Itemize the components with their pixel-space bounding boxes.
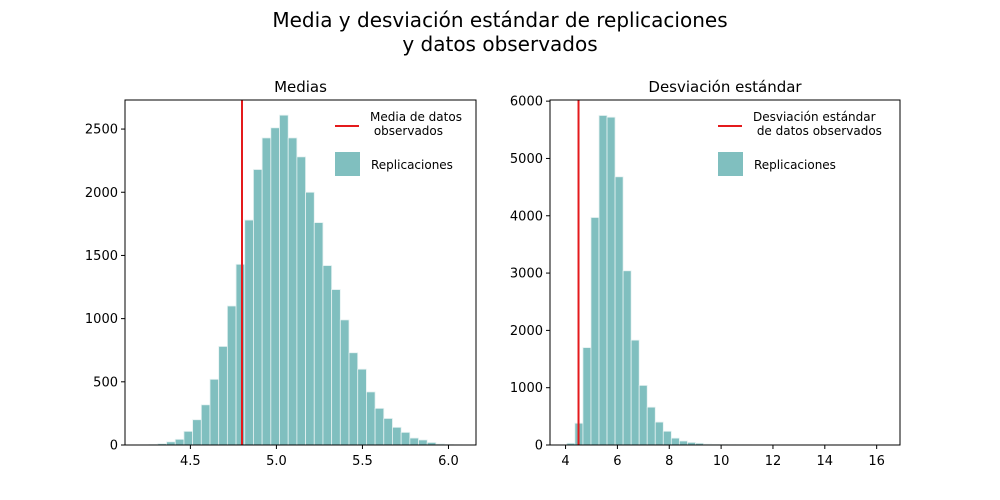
histogram-bar — [598, 115, 608, 446]
histogram-desviacion: 4 6 8 10 12 14 16 0 1000 2000 3000 4000 5000 6000 Desv… — [510, 78, 901, 469]
histogram-bar — [322, 265, 333, 446]
y-tick-label: 1500 — [85, 249, 118, 264]
axes-title: Medias — [274, 78, 327, 96]
histogram-bar — [392, 426, 402, 446]
legend-bar-label: Replicaciones — [754, 158, 836, 172]
histogram-bar — [357, 368, 367, 446]
x-tick-label: 6.0 — [438, 454, 459, 469]
y-tick-label: 1000 — [510, 381, 543, 396]
histogram-bar — [174, 438, 185, 446]
histogram-bar — [590, 217, 600, 446]
legend-bar-swatch — [335, 152, 360, 176]
histogram-bar — [296, 156, 306, 446]
y-tick-label: 4000 — [510, 209, 543, 224]
y-tick-label: 1000 — [85, 312, 118, 327]
histogram-bar — [409, 437, 419, 446]
x-tick-label: 5.5 — [352, 454, 373, 469]
histogram-bar — [331, 289, 341, 446]
y-tick-label: 5000 — [510, 152, 543, 167]
figure-title-line1: Media y desviación estándar de replicaci… — [272, 8, 727, 32]
y-tick-label: 3000 — [510, 267, 543, 282]
histogram-bar — [270, 127, 280, 446]
x-tick-label: 16 — [868, 454, 885, 469]
histogram-bar — [646, 406, 656, 446]
histogram-bar — [365, 391, 376, 446]
histogram-bar — [638, 384, 648, 446]
histogram-bar — [383, 418, 393, 446]
histogram-bar — [305, 191, 315, 446]
histogram-bar — [183, 430, 194, 446]
histogram-bar — [678, 440, 688, 446]
histogram-bar — [348, 352, 359, 446]
x-tick-label: 12 — [765, 454, 782, 469]
legend-line-label: Media de datos observados — [370, 110, 462, 138]
histogram-bar — [226, 305, 237, 446]
x-tick-label: 5.0 — [266, 454, 287, 469]
histogram-bar — [670, 437, 680, 446]
histogram-bar — [662, 430, 672, 446]
histogram-medias: 4.5 5.0 5.5 6.0 0 500 1000 1500 2000 2500 Medias Me… — [85, 78, 477, 469]
x-tick-label: 4 — [561, 454, 569, 469]
axes-title: Desviación estándar — [648, 78, 802, 96]
histogram-bar — [622, 270, 632, 446]
y-tick-label: 0 — [535, 439, 543, 454]
y-tick-label: 0 — [110, 439, 118, 454]
histogram-bar — [287, 137, 298, 446]
y-tick-label: 2000 — [510, 324, 543, 339]
histogram-bar — [418, 439, 428, 446]
histogram-bar — [582, 347, 592, 446]
histogram-bar — [606, 116, 616, 446]
y-tick-label: 6000 — [510, 95, 543, 110]
histogram-bar — [279, 114, 289, 446]
y-tick-label: 2500 — [85, 123, 118, 138]
x-tick-label: 14 — [817, 454, 834, 469]
histogram-bar — [209, 378, 220, 446]
histogram-bar — [235, 263, 246, 446]
histogram-bar — [339, 319, 350, 446]
histogram-bar — [400, 431, 411, 446]
figure-title-line2: y datos observados — [402, 32, 597, 56]
x-tick-label: 4.5 — [180, 454, 201, 469]
legend-bar-label: Replicaciones — [371, 158, 453, 172]
histogram-bar — [192, 419, 202, 446]
histogram-bar — [614, 176, 624, 446]
histogram-bar — [200, 404, 211, 446]
legend-line-label: Desviación estándar de datos observados — [753, 110, 882, 138]
histogram-bar — [654, 421, 664, 446]
y-tick-label: 500 — [93, 375, 118, 390]
histogram-bar — [253, 169, 263, 446]
x-tick-label: 6 — [613, 454, 621, 469]
axes-frame — [124, 99, 477, 446]
histogram-bar — [374, 407, 385, 446]
axes-frame — [549, 99, 901, 446]
x-tick-label: 8 — [665, 454, 673, 469]
x-tick-label: 10 — [713, 454, 730, 469]
legend-bar-swatch — [718, 152, 743, 176]
histogram-bar — [261, 137, 272, 446]
histogram-bar — [313, 222, 324, 446]
y-tick-label: 2000 — [85, 186, 118, 201]
histogram-bar — [630, 339, 640, 446]
histogram-bar — [218, 346, 228, 446]
histogram-bar — [244, 219, 254, 446]
